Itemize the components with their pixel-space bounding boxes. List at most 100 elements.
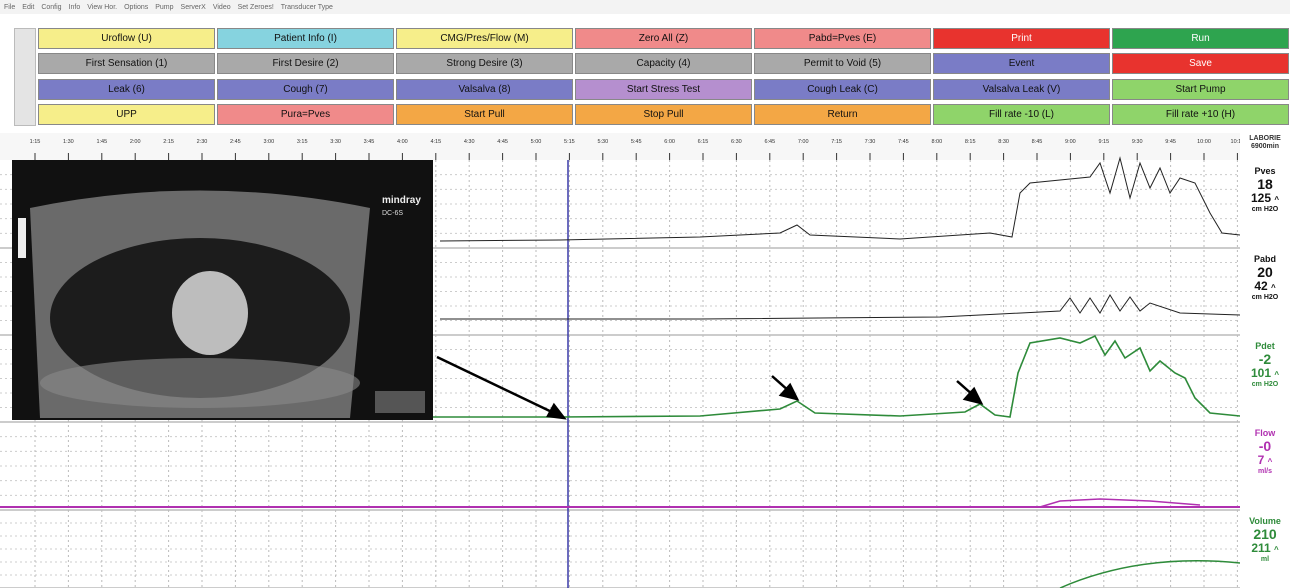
menu-item[interactable]: Edit — [22, 4, 34, 11]
button[interactable]: Print — [933, 28, 1110, 49]
time-label: 1:45 — [96, 139, 107, 145]
time-label: 5:15 — [564, 139, 575, 145]
button[interactable]: First Desire (2) — [217, 53, 394, 74]
menu-item[interactable]: Set Zeroes! — [238, 4, 274, 11]
time-label: 1:15 — [30, 139, 41, 145]
menu-item[interactable]: Config — [41, 4, 61, 11]
button[interactable]: Start Stress Test — [575, 79, 752, 100]
channel-max: 7 — [1258, 453, 1265, 467]
button[interactable]: Return — [754, 104, 931, 125]
menu-item[interactable]: Video — [213, 4, 231, 11]
button[interactable]: Start Pump — [1112, 79, 1289, 100]
time-label: 4:00 — [397, 139, 408, 145]
channel-value: -0 — [1240, 438, 1290, 454]
channel-marker: ^ — [1274, 545, 1279, 554]
channel-unit: cm H2O — [1240, 381, 1290, 389]
channel-name: Pdet — [1240, 341, 1290, 351]
channel-readout: Pabd2042 ^cm H2O — [1240, 254, 1290, 302]
button[interactable]: Cough Leak (C) — [754, 79, 931, 100]
time-label: 1:30 — [63, 139, 74, 145]
button[interactable]: Leak (6) — [38, 79, 215, 100]
time-label: 7:15 — [831, 139, 842, 145]
button[interactable]: Stop Pull — [575, 104, 752, 125]
time-label: 7:45 — [898, 139, 909, 145]
channel-max-row: 42 ^ — [1240, 280, 1290, 294]
time-label: 4:30 — [464, 139, 475, 145]
button[interactable]: Cough (7) — [217, 79, 394, 100]
button[interactable]: Valsalva Leak (V) — [933, 79, 1110, 100]
button[interactable]: Fill rate -10 (L) — [933, 104, 1110, 125]
channel-unit: ml/s — [1240, 468, 1290, 476]
channel-max: 125 — [1251, 191, 1271, 205]
channel-max: 42 — [1254, 279, 1267, 293]
trace-area: mindray DC-6S 1:151:301:452:002:152:302:… — [0, 133, 1240, 588]
button[interactable]: Patient Info (I) — [217, 28, 394, 49]
button[interactable]: Valsalva (8) — [396, 79, 573, 100]
button[interactable]: Capacity (4) — [575, 53, 752, 74]
menu-item[interactable]: Info — [69, 4, 81, 11]
button[interactable]: Zero All (Z) — [575, 28, 752, 49]
device-info: LABORIE 6900min — [1240, 135, 1290, 151]
button[interactable]: Strong Desire (3) — [396, 53, 573, 74]
button[interactable]: Start Pull — [396, 104, 573, 125]
button-grid: Uroflow (U)Patient Info (I)CMG/Pres/Flow… — [0, 24, 1290, 132]
button[interactable]: UPP — [38, 104, 215, 125]
menu-item[interactable]: Pump — [155, 4, 173, 11]
button[interactable]: First Sensation (1) — [38, 53, 215, 74]
time-label: 8:30 — [998, 139, 1009, 145]
button[interactable]: Event — [933, 53, 1110, 74]
time-label: 3:30 — [330, 139, 341, 145]
time-label: 10:15 — [1231, 139, 1240, 145]
menu-item[interactable]: Options — [124, 4, 148, 11]
channel-value: 210 — [1240, 526, 1290, 542]
time-label: 2:30 — [197, 139, 208, 145]
button[interactable]: Pabd=Pves (E) — [754, 28, 931, 49]
time-label: 5:30 — [597, 139, 608, 145]
channel-max-row: 101 ^ — [1240, 367, 1290, 381]
menu-item[interactable]: ServerX — [181, 4, 206, 11]
time-label: 10:00 — [1197, 139, 1211, 145]
channel-name: Volume — [1240, 516, 1290, 526]
annotation-arrows — [437, 357, 981, 418]
time-label: 9:45 — [1165, 139, 1176, 145]
time-label: 9:00 — [1065, 139, 1076, 145]
channel-max-row: 125 ^ — [1240, 192, 1290, 206]
channel-value: -2 — [1240, 351, 1290, 367]
channel-marker: ^ — [1268, 457, 1273, 466]
button[interactable]: CMG/Pres/Flow (M) — [396, 28, 573, 49]
button[interactable]: Pura=Pves — [217, 104, 394, 125]
channel-value: 20 — [1240, 264, 1290, 280]
time-label: 7:30 — [865, 139, 876, 145]
time-label: 6:45 — [764, 139, 775, 145]
channel-max-row: 211 ^ — [1240, 542, 1290, 556]
channel-unit: cm H2O — [1240, 294, 1290, 302]
channel-marker: ^ — [1271, 283, 1276, 292]
time-label: 2:15 — [163, 139, 174, 145]
menu-item[interactable]: File — [4, 4, 15, 11]
menu-item[interactable]: Transducer Type — [281, 4, 333, 11]
time-label: 6:30 — [731, 139, 742, 145]
ultrasound-brand: mindray — [382, 195, 421, 206]
channel-marker: ^ — [1274, 370, 1279, 379]
button[interactable]: Save — [1112, 53, 1289, 74]
button[interactable]: Uroflow (U) — [38, 28, 215, 49]
time-label: 9:30 — [1132, 139, 1143, 145]
menu-item[interactable]: View Hor. — [87, 4, 117, 11]
channel-unit: ml — [1240, 556, 1290, 564]
channel-name: Flow — [1240, 428, 1290, 438]
time-label: 6:00 — [664, 139, 675, 145]
button[interactable]: Fill rate +10 (H) — [1112, 104, 1289, 125]
button[interactable]: Run — [1112, 28, 1289, 49]
time-label: 3:15 — [297, 139, 308, 145]
time-label: 2:45 — [230, 139, 241, 145]
time-label: 4:15 — [430, 139, 441, 145]
button[interactable]: Permit to Void (5) — [754, 53, 931, 74]
volume-trace — [1060, 561, 1240, 588]
time-label: 3:00 — [263, 139, 274, 145]
channel-name: Pves — [1240, 166, 1290, 176]
channel-value: 18 — [1240, 176, 1290, 192]
time-label: 9:15 — [1098, 139, 1109, 145]
